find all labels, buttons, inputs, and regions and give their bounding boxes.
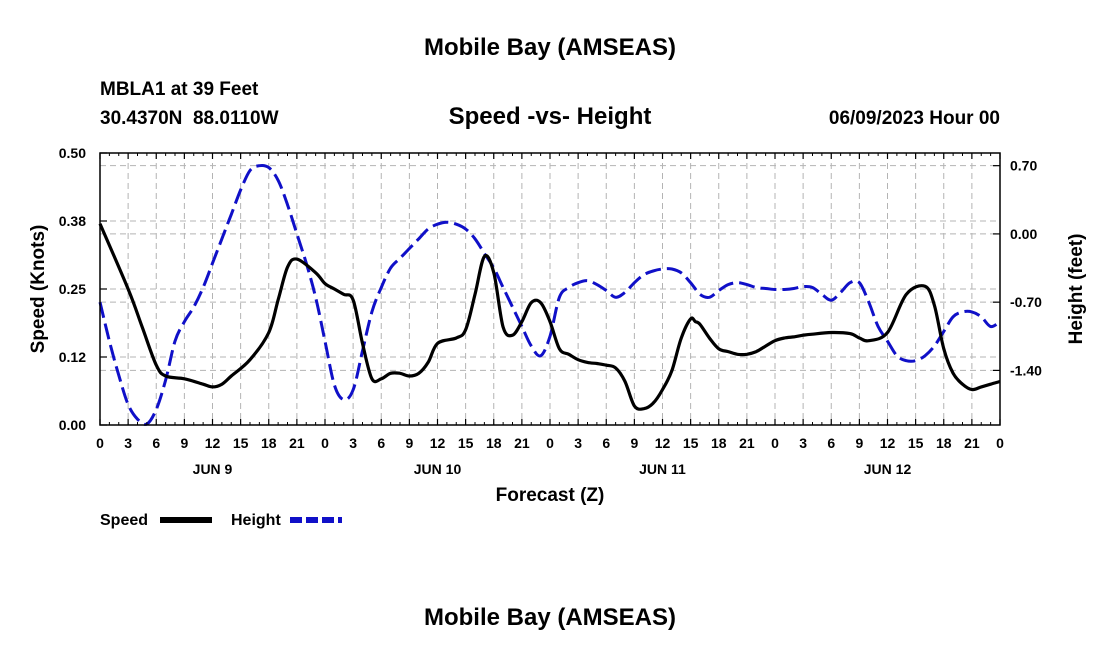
- x-tick-label: 21: [514, 435, 530, 451]
- x-tick-label: 15: [683, 435, 699, 451]
- chart-subtitle: Speed -vs- Height: [449, 103, 652, 130]
- x-axis-title: Forecast (Z): [496, 485, 605, 506]
- x-tick-label: 6: [377, 435, 385, 451]
- x-tick-label: 15: [908, 435, 924, 451]
- x-tick-label: 12: [205, 435, 221, 451]
- y-axis-title: Speed (Knots): [28, 225, 49, 354]
- y2-axis-title: Height (feet): [1066, 234, 1087, 345]
- x-tick-label: 18: [711, 435, 727, 451]
- grid-lines: [100, 153, 1000, 425]
- axis-tick-labels: 0 3 6 9 12 15 18 21 0 3 6 9 12 15 18 21 0 3 6 9 12 15 18 21 0 3 6 9…: [59, 145, 1042, 477]
- x-tick-label: 15: [233, 435, 249, 451]
- height-series-group: [98, 163, 1001, 426]
- y2-tick-label: 0.00: [1010, 226, 1037, 242]
- y2-tick-label: -1.40: [1010, 362, 1042, 378]
- x-tick-label: 0: [546, 435, 554, 451]
- x-tick-label: 6: [602, 435, 610, 451]
- x-tick-label: 18: [261, 435, 277, 451]
- x-tick-label: 3: [574, 435, 582, 451]
- x-tick-label: 12: [880, 435, 896, 451]
- legend-speed-label: Speed: [100, 512, 148, 529]
- speed-series-group: [98, 223, 1001, 411]
- forecast-datetime: 06/09/2023 Hour 00: [829, 108, 1000, 129]
- x-tick-label: 0: [321, 435, 329, 451]
- x-tick-label: 21: [739, 435, 755, 451]
- x-tick-label: 9: [405, 435, 413, 451]
- x-tick-label: 6: [827, 435, 835, 451]
- x-tick-label: 15: [458, 435, 474, 451]
- x-tick-label: 21: [964, 435, 980, 451]
- station-label: MBLA1 at 39 Feet: [100, 79, 259, 100]
- x-tick-label: 18: [936, 435, 952, 451]
- x-tick-label: 0: [996, 435, 1004, 451]
- x-tick-label: 18: [486, 435, 502, 451]
- y-tick-label: 0.00: [59, 417, 86, 433]
- y-tick-label: 0.12: [59, 349, 86, 365]
- x-tick-label: 3: [799, 435, 807, 451]
- axis-ticks: [99, 152, 1001, 426]
- speed-series-line: [98, 223, 1001, 411]
- station-coordinates: 30.4370N 88.0110W: [100, 108, 279, 129]
- day-label: JUN 12: [864, 461, 912, 477]
- x-tick-label: 12: [430, 435, 446, 451]
- x-tick-label: 21: [289, 435, 305, 451]
- x-tick-label: 12: [655, 435, 671, 451]
- x-tick-label: 0: [771, 435, 779, 451]
- footer-title: Mobile Bay (AMSEAS): [424, 604, 676, 631]
- x-tick-label: 3: [349, 435, 357, 451]
- y2-tick-label: -0.70: [1010, 294, 1042, 310]
- y-tick-label: 0.25: [59, 281, 86, 297]
- x-tick-label: 9: [630, 435, 638, 451]
- x-tick-label: 9: [855, 435, 863, 451]
- y-tick-label: 0.38: [59, 213, 86, 229]
- height-series-line: [98, 163, 1001, 426]
- legend: Speed Height: [100, 512, 342, 529]
- y2-tick-label: 0.70: [1010, 158, 1037, 174]
- y-tick-label: 0.50: [59, 145, 86, 161]
- chart-main-title: Mobile Bay (AMSEAS): [424, 34, 676, 61]
- day-label: JUN 11: [639, 461, 686, 477]
- x-tick-label: 9: [180, 435, 188, 451]
- x-tick-label: 0: [96, 435, 104, 451]
- legend-height-label: Height: [231, 512, 281, 529]
- x-tick-label: 6: [152, 435, 160, 451]
- day-label: JUN 9: [193, 461, 233, 477]
- day-label: JUN 10: [414, 461, 462, 477]
- x-tick-label: 3: [124, 435, 132, 451]
